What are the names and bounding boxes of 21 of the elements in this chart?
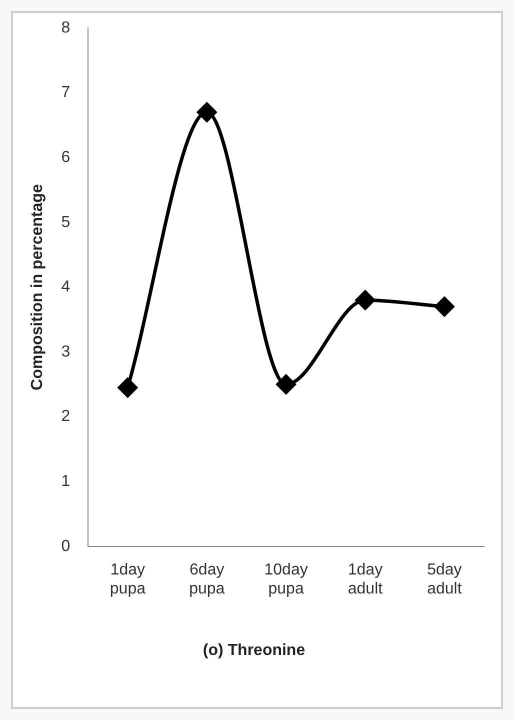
- x-tick-label: 6day pupa: [189, 561, 225, 598]
- x-tick-label: 1day adult: [348, 561, 384, 598]
- point: [355, 290, 375, 310]
- point: [197, 102, 217, 122]
- y-tick-label: 8: [61, 19, 70, 36]
- point: [118, 378, 138, 398]
- x-tick-label: 10day pupa: [264, 561, 308, 598]
- y-tick-label: 7: [61, 84, 70, 102]
- y-tick-label: 6: [61, 149, 70, 166]
- point: [276, 374, 296, 394]
- x-tick-label: 5day adult: [427, 561, 462, 598]
- y-tick-label: 5: [61, 214, 70, 231]
- text: (o) Threonine: [202, 642, 306, 659]
- y-tick-label: 0: [61, 538, 70, 555]
- y-tick-label: 4: [61, 278, 70, 296]
- point: [434, 296, 454, 316]
- y-tick-label: 2: [61, 408, 70, 426]
- y-tick-label: 1: [61, 473, 70, 490]
- y-axis-title: Composition in percentage: [29, 184, 46, 390]
- x-tick-label: 1day pupa: [110, 561, 146, 598]
- y-tick-label: 3: [61, 343, 70, 360]
